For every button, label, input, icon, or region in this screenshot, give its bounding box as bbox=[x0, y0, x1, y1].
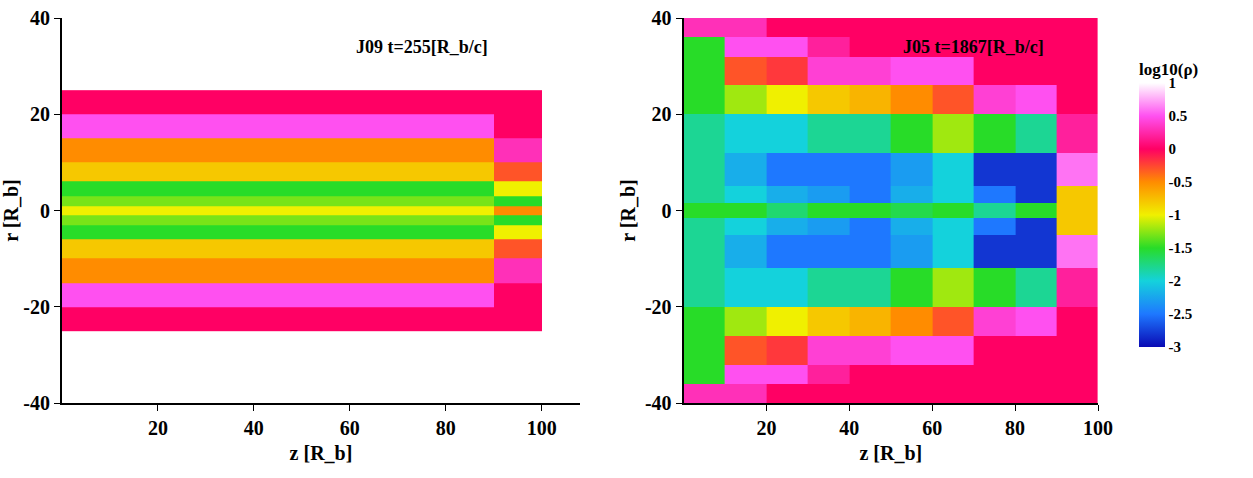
svg-text:40: 40 bbox=[652, 7, 672, 29]
svg-text:-0.5: -0.5 bbox=[1169, 174, 1193, 190]
svg-text:-20: -20 bbox=[23, 296, 50, 318]
svg-text:40: 40 bbox=[244, 417, 264, 439]
svg-text:J09 t=255[R_b/c]: J09 t=255[R_b/c] bbox=[356, 37, 488, 57]
svg-text:z [R_b]: z [R_b] bbox=[859, 442, 922, 464]
svg-text:-40: -40 bbox=[23, 392, 50, 414]
svg-text:20: 20 bbox=[756, 417, 776, 439]
svg-text:log10(ρ): log10(ρ) bbox=[1139, 60, 1198, 79]
svg-text:-40: -40 bbox=[645, 392, 672, 414]
svg-text:-2: -2 bbox=[1169, 273, 1182, 289]
svg-text:80: 80 bbox=[436, 417, 456, 439]
svg-text:r [R_b]: r [R_b] bbox=[0, 179, 22, 241]
svg-text:0.5: 0.5 bbox=[1169, 108, 1188, 124]
svg-text:20: 20 bbox=[30, 103, 50, 125]
svg-text:100: 100 bbox=[527, 417, 557, 439]
svg-text:0: 0 bbox=[662, 200, 672, 222]
svg-text:60: 60 bbox=[922, 417, 942, 439]
svg-text:J05 t=1867[R_b/c]: J05 t=1867[R_b/c] bbox=[903, 37, 1044, 57]
svg-text:100: 100 bbox=[1083, 417, 1113, 439]
svg-text:-1.5: -1.5 bbox=[1169, 240, 1193, 256]
svg-text:80: 80 bbox=[1005, 417, 1025, 439]
svg-text:-1: -1 bbox=[1169, 207, 1182, 223]
svg-text:40: 40 bbox=[839, 417, 859, 439]
svg-text:z [R_b]: z [R_b] bbox=[290, 442, 353, 464]
svg-text:60: 60 bbox=[340, 417, 360, 439]
svg-text:40: 40 bbox=[30, 7, 50, 29]
svg-text:1: 1 bbox=[1169, 75, 1177, 91]
svg-text:20: 20 bbox=[148, 417, 168, 439]
svg-text:-2.5: -2.5 bbox=[1169, 306, 1193, 322]
svg-text:0: 0 bbox=[1169, 141, 1177, 157]
svg-text:r [R_b]: r [R_b] bbox=[617, 179, 639, 241]
svg-text:-20: -20 bbox=[645, 296, 672, 318]
svg-text:-3: -3 bbox=[1169, 339, 1182, 355]
svg-text:0: 0 bbox=[40, 200, 50, 222]
svg-text:20: 20 bbox=[652, 103, 672, 125]
